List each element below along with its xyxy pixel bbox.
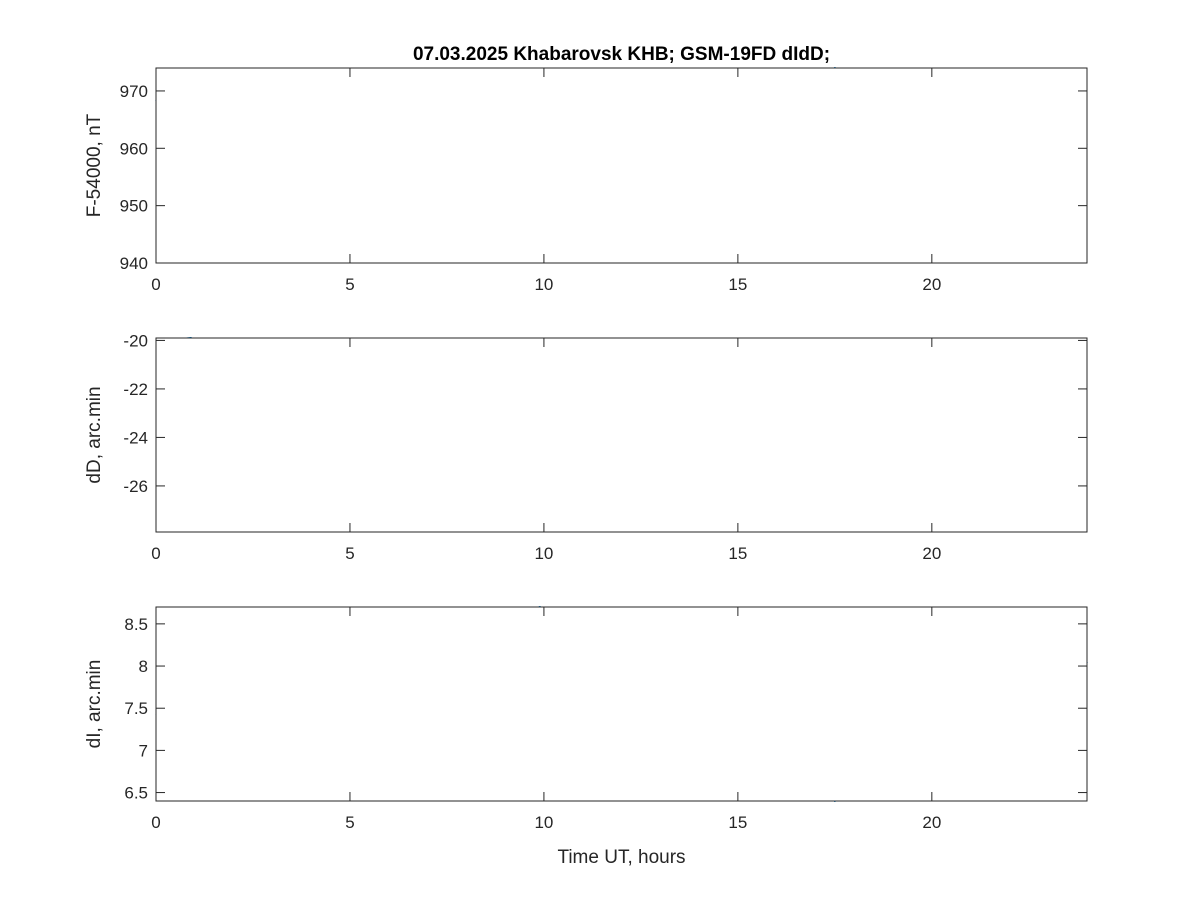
y-tick-label: -26 (123, 477, 148, 496)
y-tick-label: -20 (123, 331, 148, 350)
y-tick-label: 940 (120, 254, 148, 273)
y-tick-label: 8 (139, 657, 148, 676)
x-tick-label: 15 (728, 275, 747, 294)
x-tick-label: 10 (534, 544, 553, 563)
y-tick-label: -22 (123, 380, 148, 399)
x-tick-label: 0 (151, 544, 160, 563)
subplot-1: 0 5 10 15 20 940 950 960 970 F-54000, nT (84, 67, 1088, 294)
y-tick-label: 7.5 (124, 699, 148, 718)
chart-title: 07.03.2025 Khabarovsk KHB; GSM-19FD dIdD… (413, 44, 830, 65)
y-axis-label: dD, arc.min (84, 386, 105, 483)
y-axis-label: F-54000, nT (84, 113, 105, 217)
x-tick-label: 5 (345, 275, 354, 294)
x-tick-label: 15 (728, 544, 747, 563)
axes-frame (155, 606, 1088, 802)
y-tick-label: 7 (139, 741, 148, 760)
x-tick-label: 20 (922, 544, 941, 563)
subplot-3: 0 5 10 15 20 6.5 7 7.5 8 8.5 dI, arc.min Time UT, h… (84, 606, 1088, 868)
x-axis-label: Time UT, hours (557, 847, 685, 868)
plots-group: 0 5 10 15 20 940 950 960 970 F-54000, nT 0 5 10 15 20 -… (84, 67, 1088, 868)
x-tick-label: 5 (345, 544, 354, 563)
x-tick-label: 20 (922, 813, 941, 832)
y-axis-label: dI, arc.min (84, 660, 105, 749)
y-tick-label: 960 (120, 139, 148, 158)
y-tick-label: 970 (120, 82, 148, 101)
y-tick-label: 6.5 (124, 784, 148, 803)
x-tick-label: 0 (151, 813, 160, 832)
x-tick-label: 5 (345, 813, 354, 832)
axes-frame (155, 337, 1088, 533)
x-tick-label: 10 (534, 275, 553, 294)
y-tick-label: 950 (120, 197, 148, 216)
y-tick-label: 8.5 (124, 615, 148, 634)
x-tick-label: 10 (534, 813, 553, 832)
x-tick-label: 15 (728, 813, 747, 832)
subplot-2: 0 5 10 15 20 -26 -24 -22 -20 dD, arc.min (84, 331, 1088, 563)
x-tick-label: 0 (151, 275, 160, 294)
axes-frame (155, 67, 1088, 264)
x-tick-label: 20 (922, 275, 941, 294)
y-tick-label: -24 (123, 428, 148, 447)
